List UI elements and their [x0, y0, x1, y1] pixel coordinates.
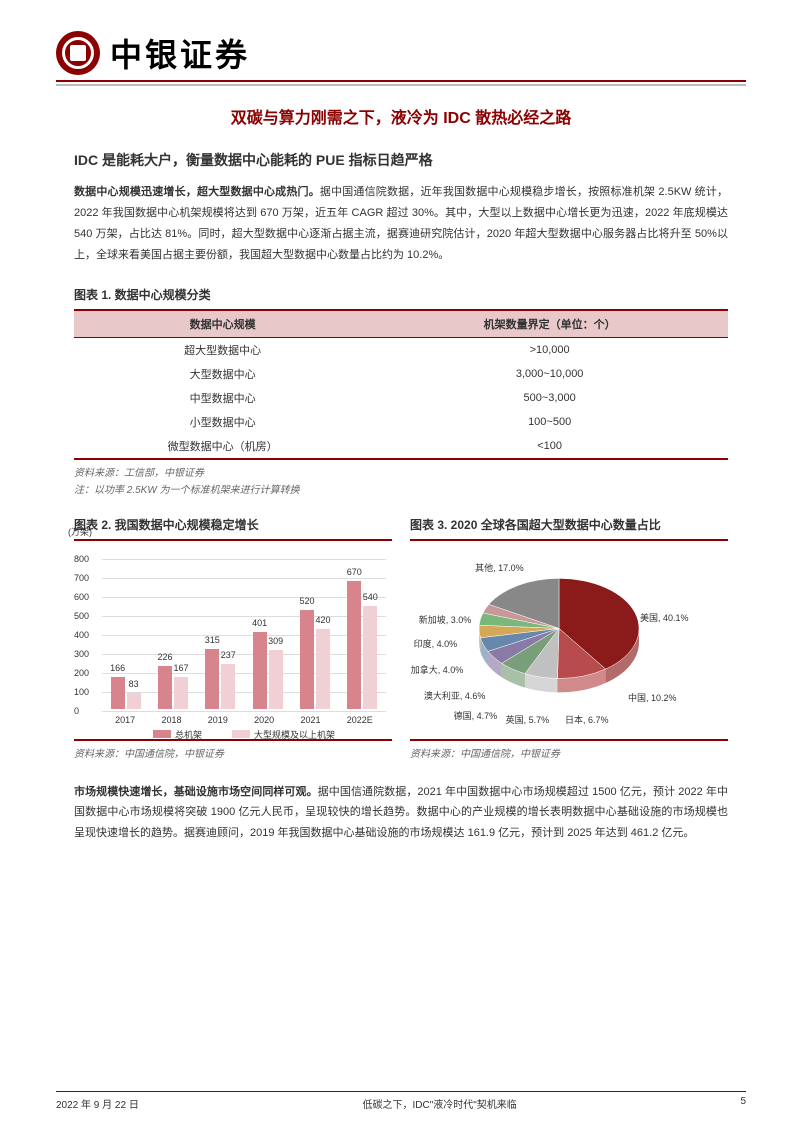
table1-cell: 大型数据中心	[74, 362, 371, 386]
bar-ytick: 500	[74, 611, 89, 621]
bar-xtick: 2017	[115, 715, 135, 725]
bar-ytick: 0	[74, 706, 79, 716]
bar-ytick: 600	[74, 592, 89, 602]
fig2-title: 图表 2. 我国数据中心规模稳定增长	[74, 516, 392, 533]
bar-value-label: 167	[173, 663, 188, 673]
bar: 226	[158, 666, 172, 709]
bar-ylabel: (万架)	[68, 525, 92, 538]
para2-lead: 市场规模快速增长，基础设施市场空间同样可观。	[74, 786, 318, 798]
bar: 670	[347, 581, 361, 708]
paragraph-1: 数据中心规模迅速增长，超大型数据中心成热门。据中国通信院数据，近年我国数据中心规…	[74, 182, 728, 266]
pie-label: 美国, 40.1%	[640, 611, 689, 624]
table1-cell: <100	[371, 434, 728, 459]
bar: 309	[269, 650, 283, 709]
fig3-col: 图表 3. 2020 全球各国超大型数据中心数量占比 美国, 40.1% 中国, …	[410, 516, 728, 760]
footer: 2022 年 9 月 22 日 低碳之下，IDC"液冷时代"契机来临 5	[56, 1091, 746, 1111]
bar-value-label: 309	[268, 636, 283, 646]
bar: 166	[111, 677, 125, 709]
table1-cell: 500~3,000	[371, 386, 728, 410]
pie-label: 其他, 17.0%	[475, 561, 524, 574]
header: 中银证券	[56, 30, 746, 76]
pie-label: 澳大利亚, 4.6%	[424, 689, 486, 702]
bar-xtick: 2018	[161, 715, 181, 725]
bar-value-label: 401	[252, 618, 267, 628]
table1-cell: 小型数据中心	[74, 410, 371, 434]
bar: 237	[221, 664, 235, 709]
bar-ytick: 100	[74, 687, 89, 697]
table1-cell: >10,000	[371, 337, 728, 362]
bar: 83	[127, 693, 141, 709]
bar-ytick: 200	[74, 668, 89, 678]
bar-value-label: 226	[157, 652, 172, 662]
brand-name: 中银证券	[110, 30, 250, 76]
pie-label: 印度, 4.0%	[414, 637, 458, 650]
bar-ytick: 300	[74, 649, 89, 659]
bar-ytick: 400	[74, 630, 89, 640]
para1-lead: 数据中心规模迅速增长，超大型数据中心成热门。	[74, 186, 320, 198]
pie-label: 德国, 4.7%	[454, 709, 498, 722]
fig1-source: 资料来源：工信部，中银证券	[74, 464, 728, 479]
footer-center: 低碳之下，IDC"液冷时代"契机来临	[362, 1096, 516, 1111]
footer-page: 5	[740, 1096, 746, 1111]
pie-label: 英国, 5.7%	[506, 713, 550, 726]
bar: 401	[253, 632, 267, 708]
bar: 315	[205, 649, 219, 709]
paragraph-2: 市场规模快速增长，基础设施市场空间同样可观。据中国信通院数据，2021 年中国数…	[74, 782, 728, 845]
bar-value-label: 540	[363, 592, 378, 602]
table1-cell: 3,000~10,000	[371, 362, 728, 386]
bar-ytick: 700	[74, 573, 89, 583]
bar: 540	[363, 606, 377, 709]
bar: 167	[174, 677, 188, 709]
bar-value-label: 83	[129, 679, 139, 689]
bar-xtick: 2022E	[347, 715, 373, 725]
pie-label: 日本, 6.7%	[565, 713, 609, 726]
table1-cell: 微型数据中心（机房）	[74, 434, 371, 459]
table1-h0: 数据中心规模	[74, 311, 371, 338]
page-title: 双碳与算力刚需之下，液冷为 IDC 散热必经之路	[56, 104, 746, 128]
bar-value-label: 420	[315, 615, 330, 625]
pie-chart: 美国, 40.1% 中国, 10.2% 日本, 6.7% 英国, 5.7% 德国, 4.…	[410, 541, 728, 741]
header-rule-red	[56, 80, 746, 82]
bar: 520	[300, 610, 314, 709]
bar-value-label: 670	[347, 567, 362, 577]
bar-chart: (万架) 01002003004005006007008001668322616…	[74, 541, 392, 741]
fig3-source: 资料来源：中国通信院，中银证券	[410, 745, 728, 760]
fig3-title: 图表 3. 2020 全球各国超大型数据中心数量占比	[410, 516, 728, 533]
bar-xtick: 2021	[300, 715, 320, 725]
pie-label: 新加坡, 3.0%	[419, 613, 472, 626]
table1-cell: 中型数据中心	[74, 386, 371, 410]
bar-value-label: 166	[110, 663, 125, 673]
logo-icon	[56, 31, 100, 75]
bar-ytick: 800	[74, 554, 89, 564]
table1: 数据中心规模 机架数量界定（单位：个） 超大型数据中心>10,000大型数据中心…	[74, 311, 728, 460]
header-rule-gray	[56, 84, 746, 86]
fig1-note: 注：以功率 2.5KW 为一个标准机架来进行计算转换	[74, 481, 728, 496]
pie-label: 中国, 10.2%	[628, 691, 677, 704]
bar-xtick: 2020	[254, 715, 274, 725]
bar-value-label: 520	[299, 596, 314, 606]
fig2-col: 图表 2. 我国数据中心规模稳定增长 (万架) 0100200300400500…	[74, 516, 392, 760]
table1-h1: 机架数量界定（单位：个）	[371, 311, 728, 338]
fig1-title: 图表 1. 数据中心规模分类	[74, 286, 746, 303]
section-heading: IDC 是能耗大户，衡量数据中心能耗的 PUE 指标日趋严格	[74, 150, 746, 170]
bar: 420	[316, 629, 330, 709]
footer-date: 2022 年 9 月 22 日	[56, 1096, 139, 1111]
pie-label: 加拿大, 4.0%	[411, 663, 464, 676]
bar-xtick: 2019	[208, 715, 228, 725]
bar-value-label: 315	[205, 635, 220, 645]
legend-item: 总机架	[153, 728, 202, 741]
legend-item: 大型规模及以上机架	[232, 728, 335, 741]
bar-value-label: 237	[221, 650, 236, 660]
fig2-source: 资料来源：中国通信院，中银证券	[74, 745, 392, 760]
table1-cell: 100~500	[371, 410, 728, 434]
table1-cell: 超大型数据中心	[74, 337, 371, 362]
